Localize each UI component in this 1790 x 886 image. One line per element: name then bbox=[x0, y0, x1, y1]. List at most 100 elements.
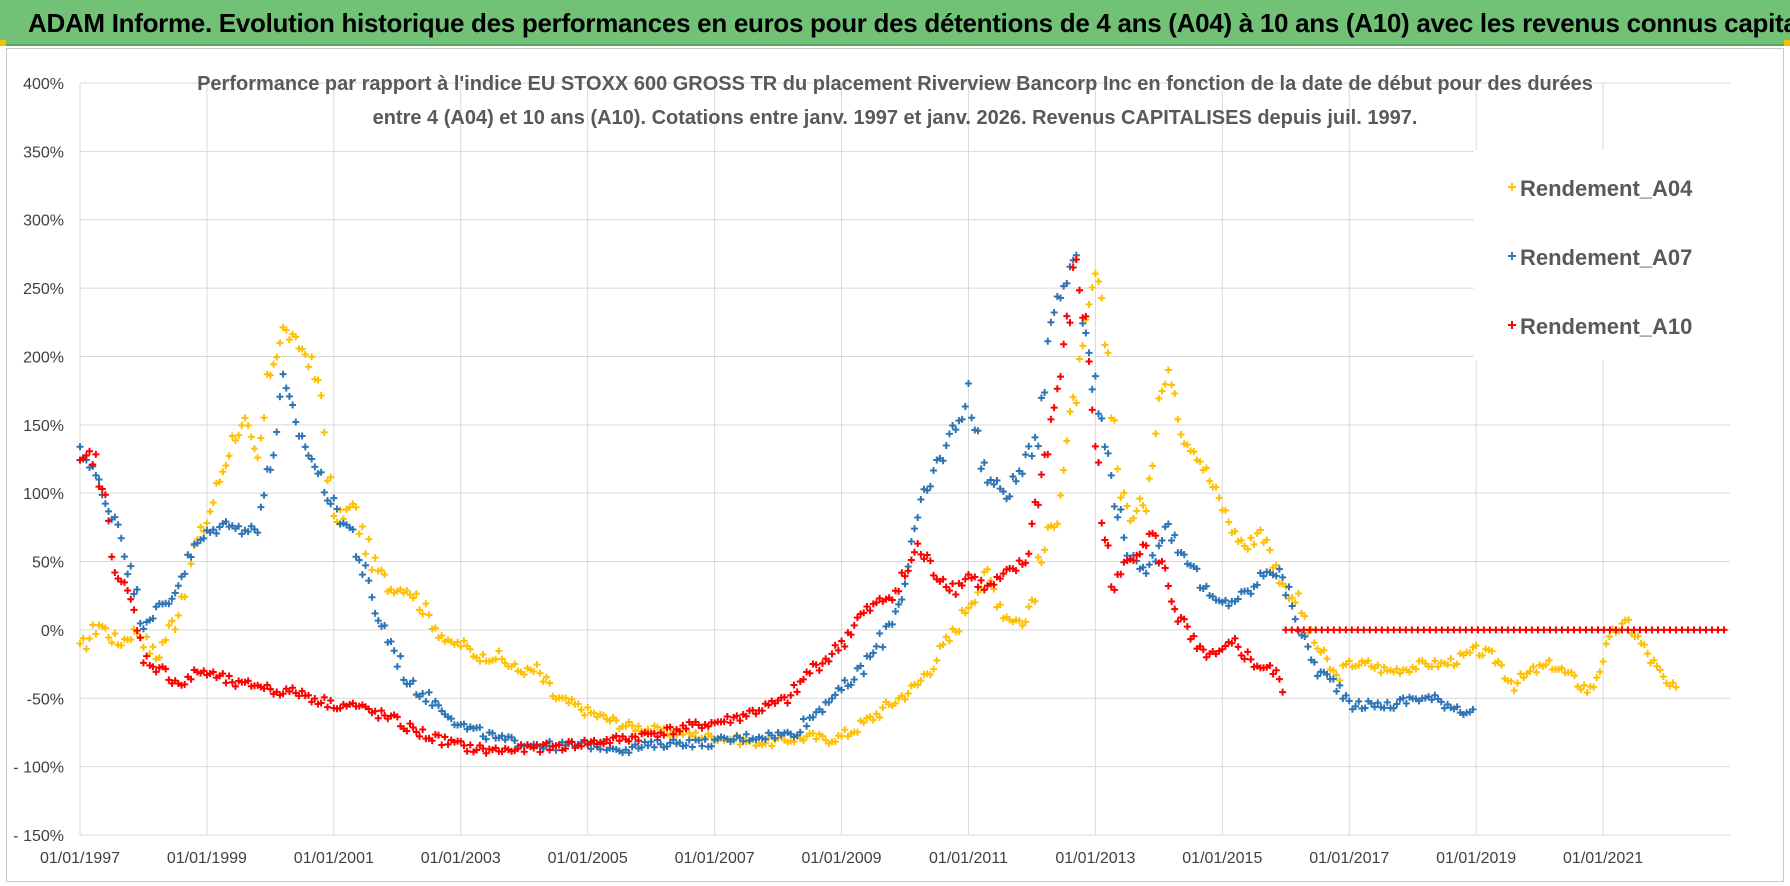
data-point bbox=[584, 703, 592, 711]
data-point bbox=[1672, 626, 1680, 634]
data-point bbox=[631, 741, 639, 749]
y-tick-label: -50% bbox=[27, 691, 64, 708]
data-point bbox=[222, 679, 230, 687]
data-point bbox=[1253, 581, 1261, 589]
data-point bbox=[1432, 626, 1440, 634]
data-point bbox=[174, 611, 182, 619]
data-point bbox=[352, 503, 360, 511]
data-point bbox=[819, 659, 826, 667]
data-point bbox=[298, 345, 306, 353]
data-point bbox=[1063, 437, 1071, 445]
data-point bbox=[958, 582, 966, 590]
data-point bbox=[1304, 643, 1312, 651]
data-point bbox=[1333, 671, 1341, 679]
data-point bbox=[1380, 663, 1388, 671]
data-point bbox=[1329, 666, 1337, 674]
data-point bbox=[1152, 532, 1160, 540]
data-point bbox=[1009, 473, 1017, 481]
data-point bbox=[1260, 572, 1268, 580]
data-point bbox=[1301, 632, 1309, 640]
data-point bbox=[136, 619, 144, 627]
data-point bbox=[876, 629, 884, 637]
data-point bbox=[438, 741, 446, 749]
data-point bbox=[758, 707, 766, 715]
data-point bbox=[1193, 565, 1201, 573]
data-point bbox=[809, 713, 817, 721]
data-point bbox=[1044, 337, 1052, 345]
data-point bbox=[412, 590, 420, 598]
data-point bbox=[416, 732, 424, 740]
data-point bbox=[279, 690, 287, 698]
data-point bbox=[228, 432, 236, 440]
data-point bbox=[1053, 385, 1061, 393]
data-point bbox=[1053, 520, 1061, 528]
data-point bbox=[289, 401, 297, 409]
data-point bbox=[1088, 385, 1096, 393]
data-point bbox=[1047, 415, 1055, 423]
data-point bbox=[396, 652, 404, 660]
data-point bbox=[1342, 626, 1350, 634]
data-point bbox=[428, 737, 436, 745]
data-point bbox=[251, 445, 259, 453]
data-point bbox=[317, 392, 325, 400]
data-point bbox=[479, 745, 487, 753]
data-point bbox=[1456, 626, 1464, 634]
data-point bbox=[276, 339, 284, 347]
data-point bbox=[768, 742, 776, 750]
data-point bbox=[387, 585, 395, 593]
data-point bbox=[1272, 666, 1280, 674]
data-point bbox=[390, 647, 398, 655]
data-point bbox=[784, 699, 792, 707]
data-point bbox=[1684, 626, 1692, 634]
data-point bbox=[1237, 536, 1245, 544]
data-point bbox=[1018, 470, 1026, 478]
data-point bbox=[266, 685, 274, 693]
data-point bbox=[1101, 341, 1109, 349]
data-point bbox=[1158, 557, 1166, 565]
x-tick-label: 01/01/1997 bbox=[40, 850, 120, 867]
data-point bbox=[1702, 626, 1710, 634]
data-point bbox=[990, 480, 998, 488]
data-point bbox=[1034, 553, 1042, 561]
data-point bbox=[625, 737, 633, 745]
data-point bbox=[1164, 582, 1172, 590]
data-point bbox=[1288, 594, 1296, 602]
data-point bbox=[1294, 626, 1302, 634]
data-point bbox=[320, 428, 328, 436]
data-point bbox=[866, 653, 874, 661]
data-point bbox=[920, 555, 928, 563]
data-point bbox=[244, 528, 252, 536]
data-point bbox=[476, 657, 484, 665]
data-point bbox=[86, 447, 94, 455]
data-point bbox=[698, 742, 706, 750]
data-point bbox=[930, 467, 938, 475]
data-point bbox=[358, 571, 366, 579]
data-point bbox=[1212, 483, 1220, 491]
data-point bbox=[666, 723, 674, 731]
data-point bbox=[1472, 641, 1480, 649]
data-point bbox=[1450, 626, 1458, 634]
data-point bbox=[1031, 433, 1039, 441]
data-point bbox=[561, 744, 569, 752]
data-point bbox=[628, 722, 636, 730]
data-point bbox=[1047, 318, 1055, 326]
data-point bbox=[187, 553, 195, 561]
data-point bbox=[165, 621, 173, 629]
data-point bbox=[1583, 688, 1591, 696]
data-point bbox=[1644, 650, 1651, 658]
data-point bbox=[317, 699, 325, 707]
data-point bbox=[409, 724, 417, 732]
data-point bbox=[143, 652, 151, 660]
data-point bbox=[638, 743, 646, 751]
data-point bbox=[82, 645, 90, 653]
data-point bbox=[209, 499, 217, 507]
y-tick-label: 100% bbox=[23, 486, 64, 503]
data-point bbox=[1164, 520, 1172, 528]
data-point bbox=[149, 614, 157, 622]
data-point bbox=[1164, 366, 1172, 374]
data-point bbox=[1516, 626, 1524, 634]
data-point bbox=[1520, 674, 1528, 682]
data-point bbox=[412, 728, 420, 736]
data-point bbox=[377, 566, 385, 574]
data-point bbox=[1215, 494, 1223, 502]
